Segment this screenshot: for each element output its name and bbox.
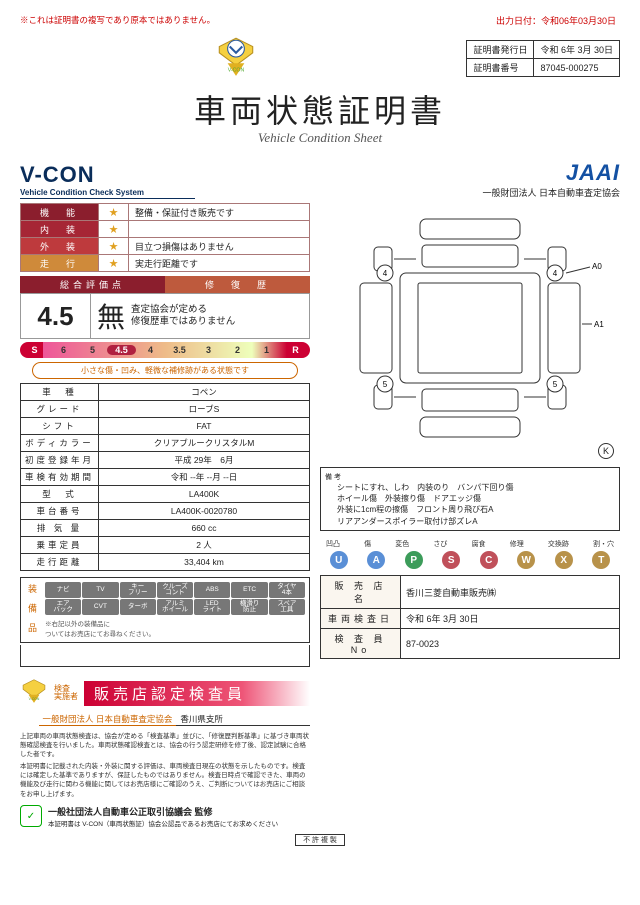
svg-text:5: 5 — [383, 380, 388, 389]
jaai-brand: JAAI 一般財団法人 日本自動車査定協会 — [482, 160, 620, 199]
inspector-pre: 検査実施者 — [54, 685, 78, 701]
fine-print: 上記車両の車両状態検査は、協会が定める「検査基準」並びに、「修復歴判断基準」に基… — [20, 732, 310, 799]
equip-item: クルーズコント — [157, 582, 193, 598]
council-row: ✓ 一般社団法人自動車公正取引協議会 監修 本証明書は V-CON（車両状態証）… — [20, 805, 310, 828]
svg-text:A1: A1 — [594, 320, 604, 329]
legend-code: S — [442, 551, 460, 569]
ratings-table: 機 能★整備・保証付き販売です 内 装★ 外 装★目立つ損傷はありません 走 行… — [20, 203, 310, 272]
dealer-table: 販 売 店 名香川三菱自動車販売㈱ 車両検査日令和 6年 3月 30日 検 査 … — [320, 575, 620, 659]
copy-notice: ※これは証明書の複写であり原本ではありません。 — [20, 15, 215, 25]
equip-item: キーフリー — [120, 582, 156, 598]
inspector-banner: 販売店認定検査員 — [84, 681, 310, 706]
vcon-brand: V-CON Vehicle Condition Check System — [20, 162, 195, 199]
legend-code: C — [480, 551, 498, 569]
spec-table: 車 種コペン グレードローブS シフトFAT ボディカラークリアブルークリスタル… — [20, 383, 310, 571]
svg-text:5: 5 — [553, 380, 558, 389]
council-logo-icon: ✓ — [20, 805, 42, 827]
svg-text:A0: A0 — [592, 262, 602, 271]
k-mark: K — [598, 443, 614, 459]
repair-text: 査定協会が定める修復歴車ではありません — [131, 304, 235, 329]
mini-badge-icon: V-CON — [20, 677, 48, 709]
legend-code: U — [330, 551, 348, 569]
equip-item: エアバック — [45, 599, 81, 615]
vehicle-diagram: 4 4 5 5 A0 A1 K — [320, 209, 620, 459]
branch-row: 一般財団法人 日本自動車査定協会 香川県支所 — [20, 713, 310, 726]
equip-item: ABS — [194, 582, 230, 598]
legend-code: W — [517, 551, 535, 569]
remarks-box: 備 考 シートにすれ、しわ 内装のり バンパ下回り傷ホイール傷 外装擦り傷 ドア… — [320, 467, 620, 531]
equip-item: TV — [82, 582, 118, 598]
score-box: 4.5 無 査定協会が定める修復歴車ではありません — [20, 293, 310, 339]
output-date: 出力日付：令和06年03月30日 — [496, 14, 616, 27]
svg-text:V-CON: V-CON — [29, 697, 40, 701]
legend-code: A — [367, 551, 385, 569]
svg-text:4: 4 — [553, 269, 558, 278]
score-header: 総合評価点修 復 歴 — [20, 276, 310, 293]
vcon-badge-icon: V-CON — [215, 34, 257, 82]
equip-item: ナビ — [45, 582, 81, 598]
no-reproduction: 不 許 複 製 — [295, 834, 345, 846]
legend-code: X — [555, 551, 573, 569]
scale-note: 小さな傷・凹み、軽微な補修跡がある状態です — [32, 362, 298, 379]
equipment-box: 装 備 品 ナビTVキーフリークルーズコントABSETCタイヤ4本エアバックCV… — [20, 577, 310, 643]
legend-code: T — [592, 551, 610, 569]
certificate-info: 証明書発行日令和 6年 3月 30日 証明書番号87045-000275 — [466, 40, 620, 77]
equip-free-area — [20, 645, 310, 667]
equip-item: タイヤ4本 — [269, 582, 305, 598]
subtitle: Vehicle Condition Sheet — [20, 130, 620, 146]
svg-text:4: 4 — [383, 269, 388, 278]
equip-item: ターボ — [120, 599, 156, 615]
grade-scale: S65 4.543.5 321 R — [20, 342, 310, 358]
equip-item: アルミホイール — [157, 599, 193, 615]
equip-item: 横滑り防止 — [231, 599, 267, 615]
equip-note: ※右記以外の装備品についてはお売店にてお尋ねください。 — [45, 618, 305, 638]
equip-item: CVT — [82, 599, 118, 615]
svg-text:V-CON: V-CON — [228, 68, 245, 74]
legend-code: P — [405, 551, 423, 569]
equip-item: スペア工具 — [269, 599, 305, 615]
equip-item: LEDライト — [194, 599, 230, 615]
equip-item: ETC — [231, 582, 267, 598]
legend: 凹凸傷変色さび腐食修理交換跡割・穴 UAPSCWXT — [320, 539, 620, 569]
remarks-text: シートにすれ、しわ 内装のり バンパ下回り傷ホイール傷 外装擦り傷 ドアエッジ傷… — [325, 482, 615, 527]
